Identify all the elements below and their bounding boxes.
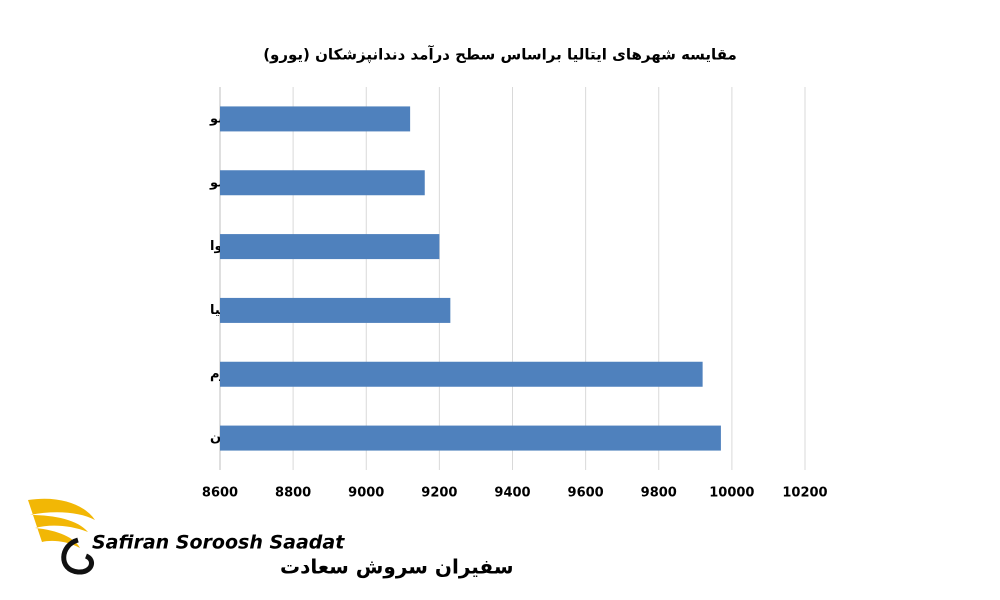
bar (220, 106, 411, 132)
x-tick-label: 9600 (568, 486, 604, 501)
chart-title: مقایسه شهرهای ایتالیا براساس سطح درآمد د… (263, 46, 737, 65)
x-tick-label: 10000 (709, 486, 754, 501)
bar (220, 425, 721, 451)
logo-latin: Safiran Soroosh Saadat (92, 532, 345, 554)
x-tick-label: 9000 (348, 486, 384, 501)
logo-persian: سفیران سروش سعادت (280, 555, 514, 579)
logo: Safiran Soroosh Saadat سفیران سروش سعادت (28, 498, 514, 579)
bar (220, 170, 425, 196)
x-tick-label: 9800 (641, 486, 677, 501)
logo-swan (61, 537, 95, 575)
bar (220, 361, 703, 387)
bar (220, 297, 451, 323)
bar (220, 234, 440, 260)
x-tick-label: 9200 (421, 486, 457, 501)
x-tick-label: 8600 (202, 486, 238, 501)
x-tick-label: 10200 (782, 486, 827, 501)
x-tick-label: 9400 (494, 486, 530, 501)
logo-wing (28, 498, 95, 548)
x-tick-label: 8800 (275, 486, 311, 501)
